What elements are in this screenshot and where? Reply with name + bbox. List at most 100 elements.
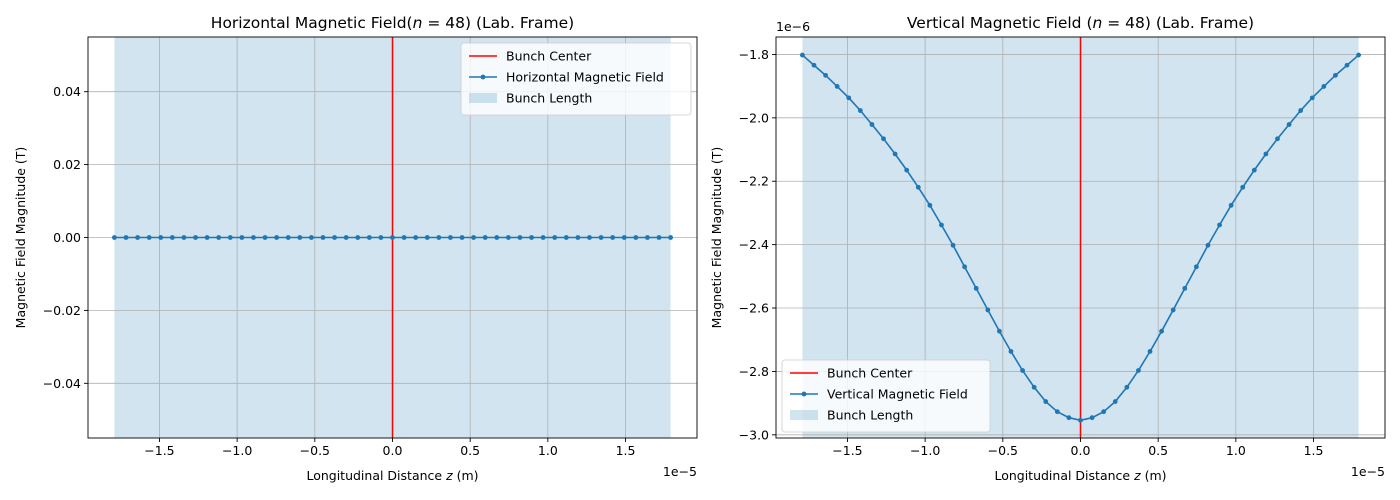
x-tick-label: −1.0 — [910, 443, 940, 458]
legend-label: Bunch Center — [506, 49, 592, 64]
data-point — [1008, 349, 1014, 354]
data-point — [123, 235, 129, 240]
x-tick-label: 0.5 — [460, 443, 480, 458]
data-point — [471, 235, 477, 240]
data-point — [904, 167, 910, 173]
data-point — [1344, 62, 1350, 68]
data-point — [857, 108, 863, 113]
data-point — [1182, 285, 1188, 291]
data-point — [332, 235, 337, 240]
data-point — [343, 235, 349, 240]
data-point — [146, 235, 152, 240]
data-point — [656, 235, 662, 240]
data-point — [436, 235, 442, 240]
data-point — [378, 235, 384, 240]
data-point — [950, 242, 956, 248]
data-point — [621, 235, 627, 240]
y-tick-label: −3.0 — [739, 427, 769, 442]
y-tick-label: −0.02 — [43, 303, 81, 318]
data-point — [1356, 52, 1361, 58]
data-point — [424, 235, 430, 240]
y-tick-label: −2.6 — [739, 301, 769, 316]
data-point — [1020, 368, 1025, 373]
data-point — [505, 235, 511, 240]
y-tick-label: −0.04 — [43, 376, 81, 391]
data-point — [401, 235, 407, 240]
y-axis-label: Magnetic Field Magnitude (T) — [13, 147, 28, 329]
data-point — [1275, 136, 1280, 142]
chart-panel-vertical: −1.5 −1.0 −0.5 0.0 0.5 1.0 1.5 −3.0 −2.8 −2.6 −2.4… — [709, 14, 1386, 483]
legend-handle-marker — [480, 74, 486, 80]
x-tick-label: −0.5 — [300, 443, 330, 458]
data-point — [563, 235, 569, 240]
y-tick-label: −2.2 — [739, 174, 769, 189]
data-point — [996, 328, 1002, 334]
data-point — [1112, 399, 1118, 404]
data-point — [811, 62, 817, 68]
x-tick-label: −1.5 — [144, 443, 174, 458]
data-point — [668, 235, 673, 240]
data-point — [610, 235, 616, 240]
data-point — [881, 136, 886, 142]
data-point — [459, 235, 465, 240]
data-point — [985, 307, 991, 313]
data-point — [390, 235, 395, 240]
legend-label: Bunch Length — [506, 91, 592, 106]
data-point — [1193, 264, 1199, 270]
data-point — [1298, 108, 1304, 113]
data-point — [181, 235, 187, 240]
data-point — [494, 235, 500, 240]
y-axis-label: Magnetic Field Magnitude (T) — [709, 147, 724, 329]
data-point — [1136, 368, 1141, 373]
data-point — [1228, 202, 1234, 208]
data-point — [285, 235, 291, 240]
x-axis-label: Longitudinal Distance z (m) — [306, 468, 478, 483]
data-point — [297, 235, 303, 240]
x-tick-label: 0.0 — [1071, 443, 1091, 458]
chart-title: Horizontal Magnetic Field(n = 48) (Lab. … — [211, 14, 574, 32]
x-tick-label: 1.0 — [538, 443, 558, 458]
data-point — [239, 235, 245, 240]
legend-label: Bunch Center — [827, 366, 913, 381]
y-tick-label: −2.0 — [739, 110, 769, 125]
legend-box — [460, 42, 692, 116]
data-point — [529, 235, 534, 240]
data-point — [575, 235, 581, 240]
data-point — [1251, 167, 1257, 173]
y-offset-text: 1e−6 — [776, 19, 810, 34]
y-tick-label: −2.8 — [739, 364, 769, 379]
data-point — [834, 84, 840, 89]
data-point — [1263, 151, 1269, 157]
data-point — [308, 235, 314, 240]
data-point — [1159, 328, 1165, 334]
data-point — [1205, 242, 1211, 248]
y-tick-label: 0.02 — [53, 157, 81, 172]
data-point — [927, 202, 933, 208]
data-point — [1309, 95, 1315, 101]
data-point — [869, 122, 875, 127]
data-point — [645, 235, 650, 240]
data-point — [204, 235, 210, 240]
data-point — [1286, 122, 1292, 127]
x-tick-label: −1.5 — [832, 443, 862, 458]
y-tick-label: 0.04 — [53, 84, 81, 99]
x-tick-label: 1.5 — [1304, 443, 1324, 458]
data-point — [846, 95, 852, 101]
data-point — [413, 235, 419, 240]
y-tick-label: 0.00 — [53, 230, 81, 245]
data-point — [355, 235, 361, 240]
x-tick-label: 1.5 — [616, 443, 636, 458]
legend-label: Horizontal Magnetic Field — [506, 70, 664, 85]
data-point — [448, 235, 453, 240]
data-point — [135, 235, 140, 240]
y-tick-label: −2.4 — [739, 237, 769, 252]
x-tick-label: −0.5 — [988, 443, 1018, 458]
data-point — [1031, 384, 1037, 390]
data-point — [227, 235, 233, 240]
x-tick-label: 1.0 — [1226, 443, 1246, 458]
data-point — [800, 52, 805, 58]
data-point — [1321, 84, 1327, 89]
chart-panel-horizontal: −1.5 −1.0 −0.5 0.0 0.5 1.0 1.5 −0.04 −0.02 0.00 0.… — [13, 14, 698, 483]
data-point — [1170, 307, 1176, 313]
